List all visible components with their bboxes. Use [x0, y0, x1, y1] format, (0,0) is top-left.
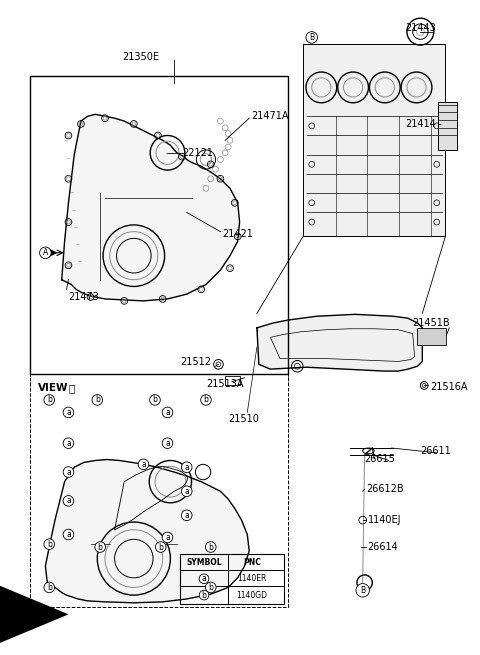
Bar — [225, 376, 240, 386]
Text: b: b — [47, 396, 52, 404]
Text: 21510: 21510 — [228, 414, 259, 424]
Circle shape — [63, 529, 74, 540]
Text: b: b — [208, 583, 213, 592]
Bar — [418, 328, 446, 345]
Text: a: a — [184, 511, 189, 520]
Text: b: b — [158, 542, 163, 552]
Circle shape — [162, 438, 173, 449]
Circle shape — [63, 467, 74, 477]
Text: a: a — [66, 530, 71, 539]
Circle shape — [181, 462, 192, 472]
Text: 26615: 26615 — [365, 453, 396, 464]
Circle shape — [205, 542, 216, 552]
Text: a: a — [66, 496, 71, 506]
Circle shape — [92, 394, 103, 405]
Circle shape — [356, 584, 370, 597]
Text: b: b — [204, 396, 208, 404]
Text: A: A — [43, 248, 48, 257]
Polygon shape — [303, 44, 445, 236]
Bar — [180, 553, 284, 604]
Text: 1140EJ: 1140EJ — [368, 515, 401, 525]
Text: 21421: 21421 — [222, 229, 253, 238]
Polygon shape — [46, 460, 249, 603]
Text: a: a — [165, 439, 170, 447]
Text: a: a — [66, 468, 71, 477]
Text: b: b — [208, 542, 213, 552]
Text: b: b — [47, 540, 52, 549]
Circle shape — [162, 407, 173, 418]
Text: a: a — [165, 408, 170, 417]
Circle shape — [162, 532, 173, 543]
Text: 21471A: 21471A — [251, 111, 288, 121]
Polygon shape — [257, 314, 422, 371]
Text: B: B — [360, 586, 365, 595]
Text: a: a — [165, 533, 170, 542]
Text: a: a — [184, 462, 189, 472]
Text: 21443: 21443 — [405, 23, 436, 33]
Text: a: a — [184, 487, 189, 496]
Circle shape — [181, 486, 192, 496]
Text: 26611: 26611 — [420, 446, 451, 456]
Text: 21512: 21512 — [180, 358, 211, 367]
Circle shape — [181, 510, 192, 521]
Text: 21513A: 21513A — [206, 379, 243, 388]
Circle shape — [95, 542, 106, 552]
Circle shape — [150, 394, 160, 405]
Text: 21516A: 21516A — [430, 383, 468, 392]
Text: Ⓐ: Ⓐ — [69, 383, 75, 394]
Circle shape — [199, 574, 209, 584]
Circle shape — [138, 459, 149, 470]
Circle shape — [199, 590, 209, 600]
Text: b: b — [153, 396, 157, 404]
Circle shape — [63, 407, 74, 418]
Text: FR.: FR. — [26, 607, 47, 616]
Bar — [30, 76, 288, 374]
Polygon shape — [62, 115, 240, 301]
Text: 21350E: 21350E — [122, 52, 159, 62]
Bar — [438, 102, 457, 150]
Circle shape — [44, 539, 55, 550]
Text: PNC: PNC — [243, 558, 261, 567]
Circle shape — [44, 394, 55, 405]
Text: b: b — [95, 396, 100, 404]
Text: a: a — [66, 439, 71, 447]
Text: b: b — [47, 583, 52, 592]
Text: 26612B: 26612B — [367, 484, 404, 495]
Text: a: a — [141, 460, 146, 469]
Text: 26614: 26614 — [368, 542, 398, 552]
Bar — [30, 374, 288, 607]
Circle shape — [156, 542, 166, 552]
Circle shape — [201, 394, 211, 405]
Circle shape — [44, 582, 55, 593]
Circle shape — [63, 438, 74, 449]
Circle shape — [205, 582, 216, 593]
Text: 22121: 22121 — [182, 148, 213, 158]
Text: b: b — [202, 591, 206, 599]
Text: B: B — [309, 33, 314, 42]
Text: a: a — [202, 574, 206, 583]
Text: 21451B: 21451B — [413, 318, 450, 328]
Text: b: b — [98, 542, 103, 552]
Text: SYMBOL: SYMBOL — [186, 558, 222, 567]
Text: VIEW: VIEW — [37, 383, 68, 394]
Circle shape — [63, 496, 74, 506]
Text: 1140ER: 1140ER — [238, 574, 267, 583]
Text: 1140GD: 1140GD — [237, 591, 268, 599]
Circle shape — [40, 247, 51, 259]
Text: a: a — [66, 408, 71, 417]
Circle shape — [306, 31, 317, 43]
Text: 21414: 21414 — [405, 119, 436, 129]
Text: 21473: 21473 — [69, 292, 99, 302]
